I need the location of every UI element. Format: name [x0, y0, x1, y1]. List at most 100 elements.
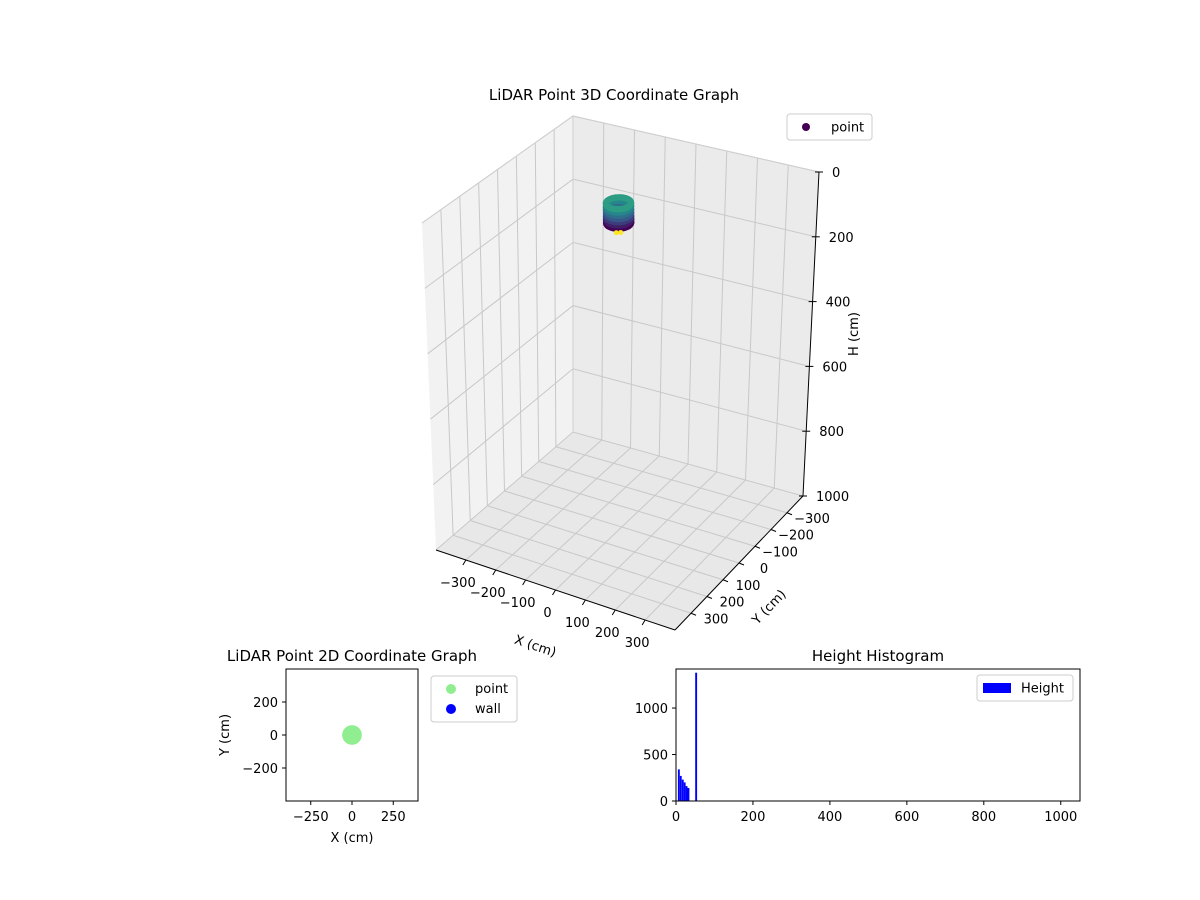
x-tick-label-3d: −200	[470, 586, 506, 601]
ticks-hist: 0 200 400 600 800 1000 0 500 1000	[635, 702, 1077, 825]
x-tick-label-hist: 600	[894, 810, 919, 825]
y-tick-3d	[738, 562, 745, 566]
x-tick-label-3d: 200	[595, 626, 620, 641]
grid-line-left-y	[440, 209, 454, 536]
ticks-2d: −250 0 250 −200 0 200	[242, 696, 405, 825]
chart-title-2d: LiDAR Point 2D Coordinate Graph	[227, 647, 477, 665]
histogram-bars	[677, 672, 698, 801]
x-tick-label-2d: −250	[293, 810, 329, 825]
grid-line-back-x	[716, 150, 728, 473]
grid-line-left-y	[459, 196, 471, 521]
y-axis-label-2d: Y (cm)	[218, 714, 233, 757]
y-tick-label-hist: 0	[660, 795, 668, 810]
x-tick-label-3d: 300	[625, 636, 650, 651]
height-histogram-chart: Height Histogram 0 200 400 600 800 1000 0 500 10…	[635, 647, 1081, 825]
x-tick-label-2d: 0	[348, 810, 356, 825]
z-axis-label-3d: H (cm)	[847, 312, 862, 356]
x-tick-3d	[462, 559, 467, 566]
grid-line-back-x	[745, 157, 758, 481]
legend-hist: Height	[976, 674, 1074, 702]
chart-title-3d: LiDAR Point 3D Coordinate Graph	[489, 86, 739, 104]
legend-label-point-3d: point	[831, 121, 864, 136]
h-tick-label-3d: 1000	[816, 490, 849, 505]
grid-line-back-x	[630, 129, 635, 449]
x-tick-3d	[611, 609, 616, 616]
grid-line-floor-y	[538, 461, 772, 530]
y-tick-label-3d: 200	[720, 596, 745, 611]
x-tick-3d	[492, 569, 497, 576]
legend-marker-wall-2d	[446, 704, 456, 714]
plot-area-2d	[342, 725, 362, 745]
grid-line-floor-y	[504, 490, 740, 564]
x-tick-3d	[581, 599, 586, 606]
grid-line-left-y	[534, 142, 540, 462]
y-tick-label-2d: 0	[270, 729, 278, 744]
y-tick-label-3d: −200	[778, 529, 814, 544]
x-tick-label-hist: 800	[971, 810, 996, 825]
histogram-bar	[679, 775, 682, 801]
x-tick-label-2d: 250	[381, 810, 406, 825]
grid-line-floor-y	[470, 520, 708, 597]
axes-frame-hist	[675, 668, 1081, 802]
legend-2d: point wall	[430, 675, 518, 723]
x-tick-3d	[522, 579, 527, 586]
grid-line-left-y	[478, 182, 488, 506]
y-tick-label-hist: 1000	[635, 702, 668, 717]
point-2d	[348, 731, 356, 739]
point-3d	[613, 230, 619, 236]
x-axis-label-2d: X (cm)	[331, 831, 374, 846]
ticks-3d: −300−200−1000100200300−300−200−100010020…	[440, 166, 854, 651]
x-axis-label-3d: X (cm)	[512, 633, 558, 661]
y-tick-3d	[754, 545, 761, 549]
grid-line-back-x	[601, 122, 605, 441]
x-tick-label-3d: 100	[565, 616, 590, 631]
grid-line-back-x	[658, 136, 666, 457]
h-tick-label-3d: 200	[829, 231, 854, 246]
grid-line-floor-y	[487, 505, 724, 581]
x-tick-3d	[552, 589, 556, 596]
y-tick-label-hist: 500	[643, 749, 668, 764]
histogram-bar	[681, 779, 684, 801]
grid-line-left-y	[497, 169, 505, 492]
z-axis-line-3d	[802, 171, 820, 497]
point-cloud-3d	[602, 194, 635, 236]
legend-marker-point-2d	[446, 684, 456, 694]
x-tick-label-3d: −100	[500, 596, 536, 611]
point-3d	[618, 230, 624, 235]
x-tick-label-3d: −300	[440, 576, 476, 591]
chart-title-hist: Height Histogram	[812, 647, 944, 665]
pane-back	[573, 116, 819, 496]
y-tick-3d	[722, 579, 729, 583]
histogram-bar	[683, 782, 686, 801]
lidar-2d-chart: LiDAR Point 2D Coordinate Graph −250 0 250…	[218, 647, 518, 846]
x-tick-3d	[641, 619, 646, 626]
y-tick-label-3d: 300	[704, 612, 729, 627]
grid-line-floor-y	[452, 534, 692, 614]
grid-line-floor-y	[521, 475, 756, 547]
y-tick-3d	[786, 512, 793, 516]
histogram-bar	[677, 769, 680, 801]
point-3d	[626, 202, 634, 209]
x-tick-label-hist: 400	[817, 810, 842, 825]
y-tick-label-3d: 100	[736, 579, 761, 594]
pane-left	[422, 116, 573, 550]
x-tick-label-hist: 0	[672, 810, 680, 825]
legend-label-wall-2d: wall	[475, 702, 501, 717]
h-tick-label-3d: 800	[819, 425, 844, 440]
legend-marker-point-3d	[802, 123, 810, 131]
grid-line-left-y	[515, 156, 523, 477]
legend-3d: point	[786, 113, 873, 141]
grid-line-back-x	[773, 164, 789, 489]
h-tick-label-3d: 0	[832, 166, 840, 181]
y-tick-label-2d: −200	[242, 762, 278, 777]
x-tick-label-hist: 200	[741, 810, 766, 825]
legend-label-height: Height	[1021, 682, 1064, 697]
x-tick-label-hist: 1000	[1044, 810, 1077, 825]
h-tick-label-3d: 600	[822, 360, 847, 375]
histogram-bar	[685, 786, 688, 801]
y-tick-label-3d: 0	[760, 562, 768, 577]
histogram-bar	[695, 672, 698, 801]
grid-line-floor-y	[555, 446, 788, 514]
legend-swatch-height	[983, 683, 1011, 693]
